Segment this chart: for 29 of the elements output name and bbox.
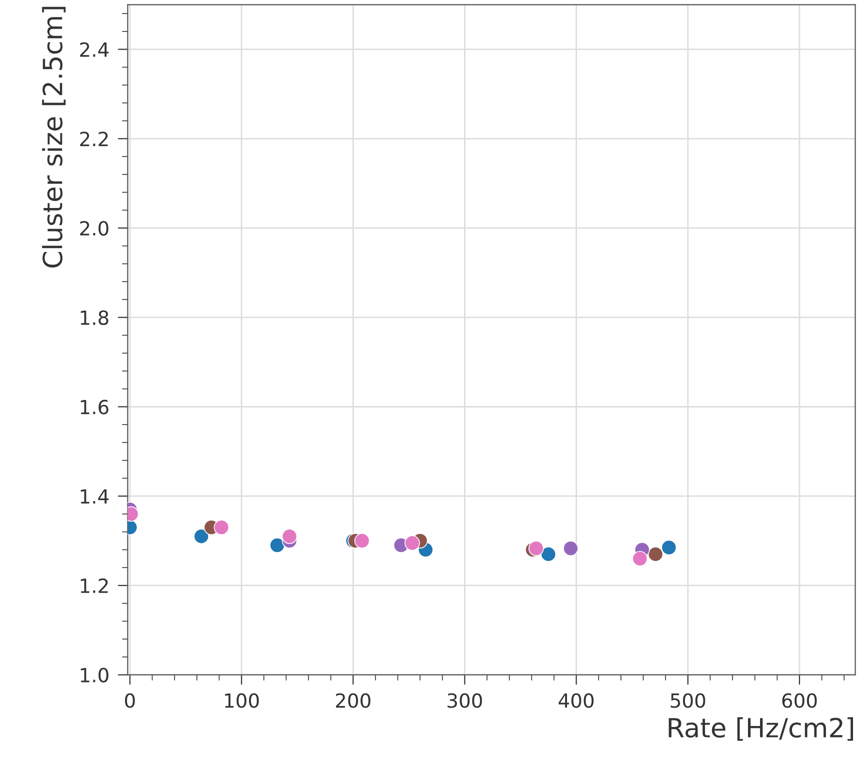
point <box>632 550 648 566</box>
point <box>540 546 556 562</box>
point <box>282 528 298 544</box>
point <box>270 538 285 553</box>
point <box>563 540 578 556</box>
y-tick-label: 1.2 <box>80 578 108 593</box>
y-tick-label: 1.0 <box>80 668 108 682</box>
x-tick-label: 500 <box>670 693 706 708</box>
x-tick-label: 100 <box>225 693 259 708</box>
y-tick-label: 2.4 <box>80 42 109 57</box>
point <box>661 540 677 556</box>
point <box>404 535 420 551</box>
y-axis-title: Cluster size [2.5cm] <box>42 6 66 268</box>
point <box>194 528 210 544</box>
x-tick-label: 200 <box>336 693 370 708</box>
x-axis-title: Rate [Hz/cm2] <box>668 717 854 741</box>
point <box>214 520 230 536</box>
x-tick-label: 0 <box>125 693 135 708</box>
point <box>528 540 544 556</box>
point <box>354 533 370 548</box>
y-tick-label: 2.2 <box>80 132 108 146</box>
x-tick-label: 600 <box>782 693 817 708</box>
y-tick-label: 1.6 <box>80 400 108 414</box>
point <box>648 546 664 562</box>
y-tick-label: 1.8 <box>80 310 108 326</box>
x-tick-label: 400 <box>558 693 594 708</box>
y-tick-label: 1.4 <box>80 489 109 504</box>
x-tick-label: 300 <box>448 693 482 708</box>
y-tick-label: 2.0 <box>80 220 108 236</box>
